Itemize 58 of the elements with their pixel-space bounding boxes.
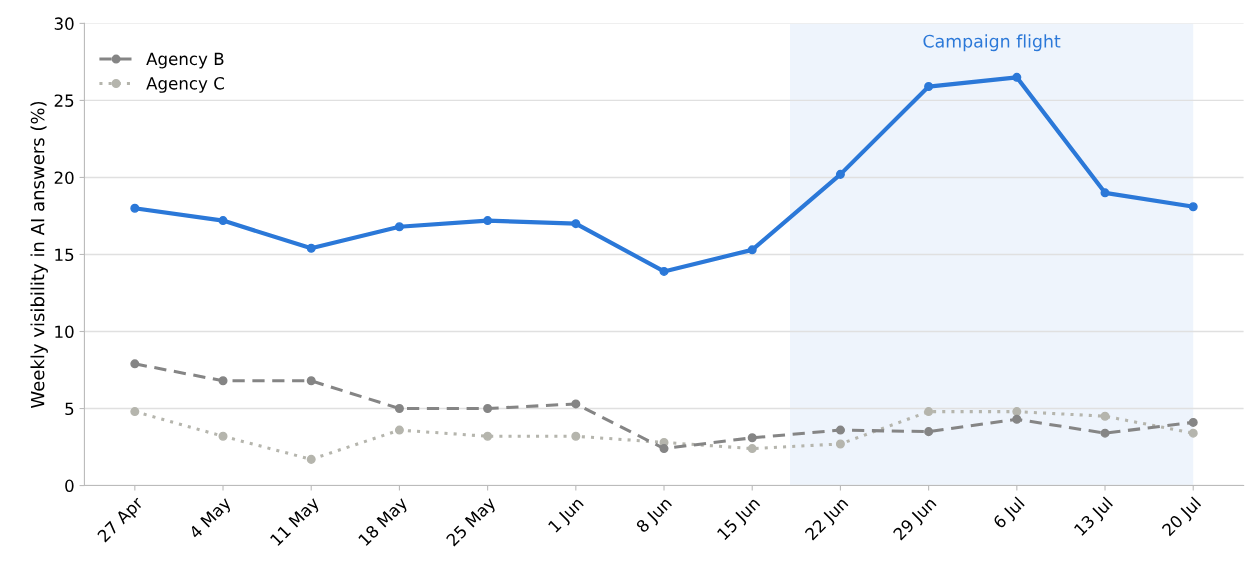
point bbox=[659, 266, 669, 276]
x-tick-label: 6 Jul bbox=[992, 496, 1028, 532]
x-tick-label: 1 Jun bbox=[547, 496, 587, 535]
y-tick-label: 15 bbox=[55, 248, 74, 262]
point bbox=[571, 431, 581, 441]
y-axis-title: Weekly visibility in AI answers (%) bbox=[30, 101, 48, 408]
point bbox=[1100, 411, 1110, 421]
point bbox=[924, 407, 934, 417]
x-tick-label: 8 Jun bbox=[635, 496, 675, 536]
x-tick-label: 22 Jun bbox=[804, 496, 851, 543]
point bbox=[306, 376, 316, 386]
point bbox=[483, 431, 493, 441]
y-tick-label: 20 bbox=[54, 171, 74, 185]
point bbox=[835, 425, 845, 435]
point bbox=[1188, 202, 1198, 212]
point bbox=[1188, 417, 1198, 427]
point bbox=[835, 169, 845, 179]
y-tick-label: 30 bbox=[54, 17, 74, 30]
band-label: Campaign flight bbox=[923, 34, 1061, 52]
point bbox=[130, 407, 140, 417]
point bbox=[483, 216, 493, 226]
legend-label: Agency B bbox=[146, 52, 224, 69]
point bbox=[306, 243, 316, 253]
point bbox=[218, 216, 228, 226]
point bbox=[394, 404, 404, 414]
point bbox=[483, 404, 493, 414]
point bbox=[924, 427, 934, 437]
x-tick-label: 29 Jun bbox=[892, 496, 939, 543]
point bbox=[394, 222, 404, 232]
x-tick-label: 27 Apr bbox=[96, 495, 147, 545]
y-tick-label: 10 bbox=[55, 325, 74, 339]
point bbox=[394, 425, 404, 435]
legend-label: Agency C bbox=[146, 77, 224, 93]
point bbox=[218, 431, 228, 441]
point bbox=[924, 82, 934, 92]
y-tick-label: 25 bbox=[54, 94, 74, 107]
point bbox=[747, 433, 757, 443]
point bbox=[1100, 188, 1110, 198]
point bbox=[306, 454, 316, 464]
point bbox=[130, 203, 140, 213]
point bbox=[835, 439, 845, 449]
point bbox=[1012, 407, 1022, 417]
point bbox=[1012, 414, 1022, 424]
point bbox=[1188, 428, 1198, 438]
point bbox=[571, 399, 581, 409]
point bbox=[659, 444, 669, 454]
point bbox=[747, 245, 757, 255]
point bbox=[218, 376, 228, 386]
y-tick-label: 0 bbox=[65, 479, 74, 493]
x-tick-label: 13 Jul bbox=[1073, 496, 1116, 539]
point bbox=[747, 444, 757, 454]
point bbox=[571, 219, 581, 229]
point bbox=[1012, 72, 1022, 82]
x-tick-label: 15 Jun bbox=[716, 496, 763, 543]
y-tick-label: 5 bbox=[65, 402, 74, 416]
x-tick-label: 20 Jul bbox=[1161, 496, 1204, 539]
point bbox=[1100, 428, 1110, 438]
point bbox=[130, 359, 140, 369]
